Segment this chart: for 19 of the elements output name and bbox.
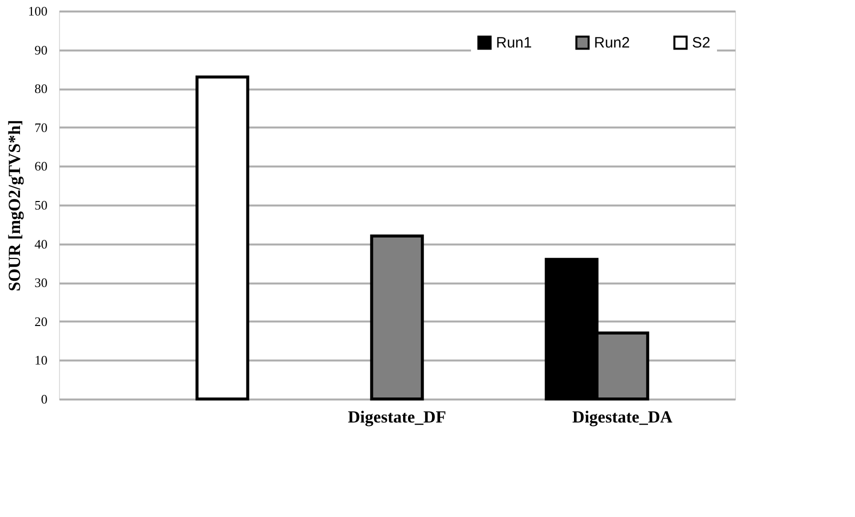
y-tick-label: 30	[34, 275, 48, 290]
y-tick-label: 10	[34, 352, 48, 368]
y-axis-title: SOUR [mgO2/gTVS*h]	[5, 120, 24, 292]
y-tick-label: 80	[34, 81, 48, 96]
x-tick-label: Digestate_DA	[572, 408, 674, 426]
bar	[196, 75, 250, 400]
legend-label: Run2	[594, 34, 630, 52]
bar	[370, 234, 424, 400]
y-tick-label: 100	[28, 4, 48, 18]
legend-label: Run1	[496, 34, 532, 52]
y-tick-label: 0	[41, 392, 48, 406]
y-tick-label: 60	[34, 158, 48, 174]
y-tick-label: 20	[34, 314, 48, 329]
y-tick-label: 50	[34, 198, 48, 212]
legend-label: S2	[692, 34, 710, 52]
y-tick-label: 70	[34, 120, 48, 135]
y-tick-label: 40	[34, 236, 48, 252]
x-tick-label: Digestate_DF	[348, 408, 446, 426]
y-tick-label: 90	[34, 42, 48, 58]
